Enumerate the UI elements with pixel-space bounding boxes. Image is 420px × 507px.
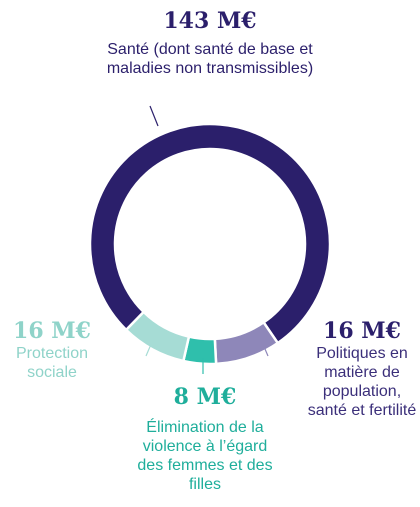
leader-line	[261, 341, 269, 357]
label-protection: 16 M€ Protection sociale	[4, 318, 100, 382]
value-label: 16 M€	[323, 318, 401, 344]
value-label: 143 M€	[163, 8, 257, 34]
donut	[88, 122, 332, 366]
label-violence: 8 M€ Élimination de la violence à l’égar…	[128, 384, 282, 494]
category-label: Élimination de la violence à l’égard des…	[137, 419, 273, 493]
category-label: Protection sociale	[15, 345, 89, 381]
donut-segment	[88, 122, 332, 345]
label-politiques: 16 M€ Politiques en matière de populatio…	[300, 318, 420, 420]
category-label: Santé (dont santé de base et maladies no…	[106, 41, 314, 77]
label-sante: 143 M€ Santé (dont santé de base et mala…	[60, 8, 360, 78]
leader-line	[149, 105, 159, 127]
donut-segment	[213, 320, 280, 366]
donut-segment	[124, 310, 191, 363]
category-label: Politiques en matière de population, san…	[307, 345, 417, 419]
value-label: 16 M€	[13, 318, 91, 344]
leader-line	[145, 341, 153, 357]
value-label: 8 M€	[173, 384, 237, 410]
